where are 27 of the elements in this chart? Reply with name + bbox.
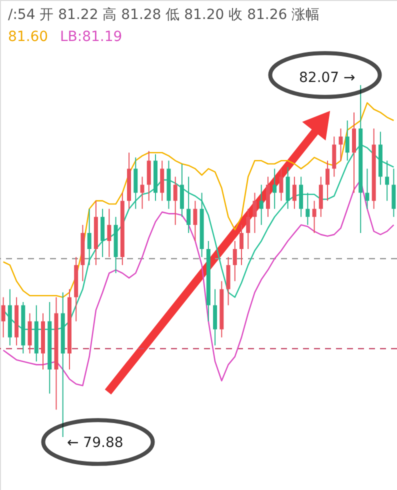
annotation: ← 79.88 (67, 435, 124, 451)
annotation: /:54 开 81.22 高 81.28 低 81.20 收 81.26 涨幅 (8, 7, 320, 23)
candlestick (326, 160, 330, 202)
candlestick (232, 240, 237, 282)
candlestick (107, 208, 112, 258)
candlestick (186, 176, 191, 234)
candlestick (193, 200, 198, 242)
candlestick (240, 224, 244, 266)
candlestick (312, 200, 316, 234)
candlestick (279, 168, 284, 202)
annotation: 82.07 → (299, 70, 356, 86)
candlestick (338, 128, 343, 162)
candlestick (365, 168, 370, 210)
candlestick (306, 192, 310, 226)
candlestick (246, 208, 250, 250)
annotation: 81.60 (8, 29, 48, 45)
candlestick (345, 120, 350, 162)
candlestick (292, 176, 296, 210)
candlestick (272, 168, 277, 210)
candlestick (259, 184, 264, 226)
candlestick (252, 192, 257, 234)
candlestick (140, 176, 144, 210)
candlestick (1, 296, 6, 338)
annotation: LB:81.19 (60, 29, 122, 45)
candlestick (173, 176, 178, 226)
candlestick (87, 208, 92, 266)
candlestick (385, 160, 390, 202)
